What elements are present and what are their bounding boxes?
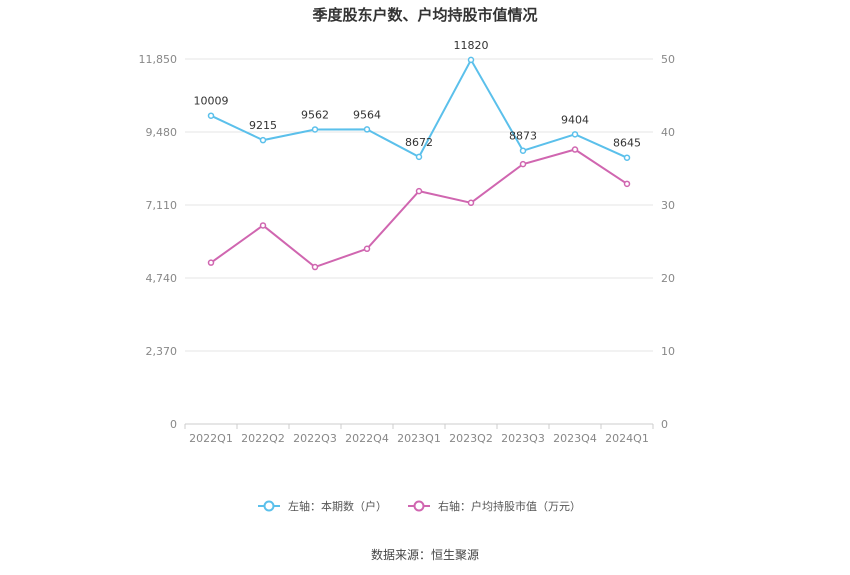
right-tick-label: 0 [661,418,668,431]
data-point [259,222,267,229]
x-tick-label: 2023Q2 [449,432,493,445]
data-point [571,131,579,138]
right-tick-label: 50 [661,53,675,66]
right-tick-label: 20 [661,272,675,285]
data-label: 9215 [249,119,277,132]
data-point [311,126,319,133]
legend[interactable]: 左轴：本期数（户） 右轴：户均持股市值（万元） [258,499,581,513]
data-point [519,147,527,154]
data-point [415,187,423,195]
data-label: 8873 [509,130,537,143]
right-axis: 0 10 20 30 40 50 [661,53,675,431]
left-axis: 0 2,370 4,740 7,110 9,480 11,850 [139,53,178,431]
data-point [363,126,371,133]
data-point [207,259,215,266]
left-tick-label: 7,110 [146,199,178,212]
data-point [363,245,371,253]
source-note: 数据来源：恒生聚源 [371,547,479,562]
grid-lines [185,58,653,425]
data-point [571,146,579,153]
x-tick-label: 2023Q1 [397,432,441,445]
left-tick-label: 4,740 [146,272,178,285]
data-point [207,112,215,119]
legend-label: 右轴：户均持股市值（万元） [438,499,581,513]
data-point [623,154,631,161]
data-point [467,56,475,64]
data-label: 9404 [561,113,589,126]
data-point [415,153,423,161]
chart-title: 季度股东户数、户均持股市值情况 [312,6,537,24]
series-line-2 [210,148,628,269]
left-tick-label: 11,850 [139,53,178,66]
right-tick-label: 30 [661,199,675,212]
legend-swatch-marker [413,500,425,512]
left-tick-label: 0 [170,418,177,431]
legend-label: 左轴：本期数（户） [288,499,387,513]
data-label: 8672 [405,136,433,149]
x-tick-label: 2022Q2 [241,432,285,445]
left-tick-label: 9,480 [146,126,178,139]
data-point [311,263,319,271]
x-tick-label: 2022Q1 [189,432,233,445]
data-point [259,136,267,144]
data-label: 9562 [301,108,329,121]
series-layer: 10009 9215 9562 9564 8672 11820 8873 9404 8645 [194,39,641,271]
x-axis: 2022Q1 2022Q2 2022Q3 2022Q4 2023Q1 2023Q2 2023… [184,424,654,445]
data-label: 8645 [613,137,641,150]
data-point [623,180,631,188]
legend-swatch-marker [263,500,275,512]
left-tick-label: 2,370 [146,345,178,358]
x-tick-label: 2022Q4 [345,432,389,445]
data-point [519,160,527,168]
x-tick-label: 2023Q3 [501,432,545,445]
right-tick-label: 40 [661,126,675,139]
right-tick-label: 10 [661,345,675,358]
data-label: 9564 [353,108,381,121]
x-tick-label: 2024Q1 [605,432,649,445]
x-tick-label: 2022Q3 [293,432,337,445]
x-tick-label: 2023Q4 [553,432,597,445]
data-point [467,199,475,207]
data-label: 10009 [194,95,229,108]
data-label: 11820 [454,39,489,52]
